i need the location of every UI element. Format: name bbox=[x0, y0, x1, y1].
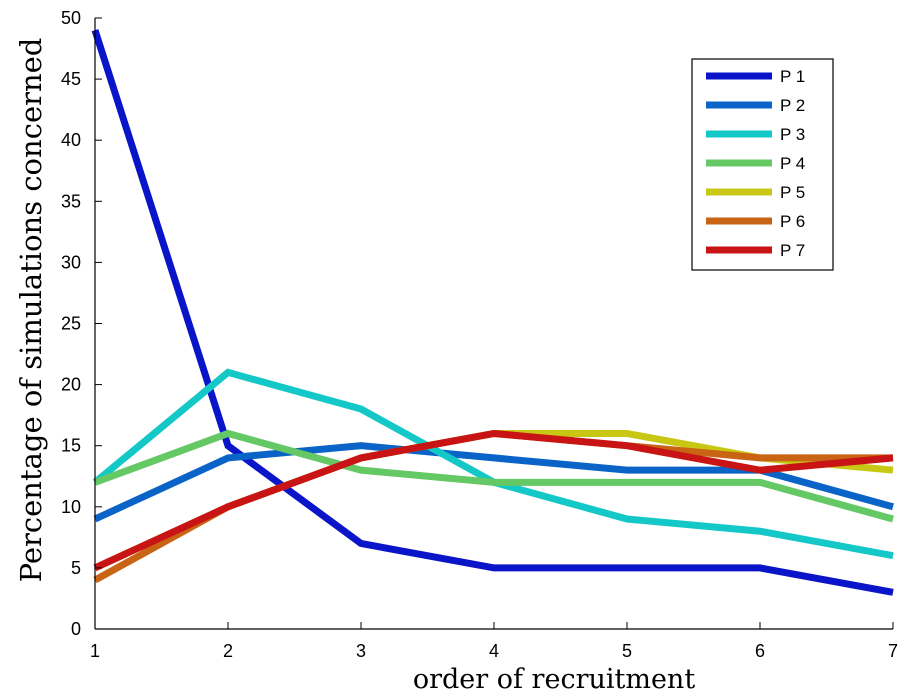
y-tick-label: 15 bbox=[61, 436, 81, 456]
legend-label-6: P 6 bbox=[780, 212, 805, 231]
x-tick-label: 4 bbox=[489, 641, 499, 661]
legend-label-4: P 4 bbox=[780, 154, 805, 173]
y-tick-label: 35 bbox=[61, 191, 81, 211]
series-line-4 bbox=[93, 429, 894, 523]
y-tick-label: 20 bbox=[61, 375, 81, 395]
legend-label-7: P 7 bbox=[780, 241, 805, 260]
y-tick-label: 50 bbox=[61, 8, 81, 28]
y-tick-label: 25 bbox=[61, 314, 81, 334]
x-tick-label: 2 bbox=[223, 641, 233, 661]
y-tick-label: 40 bbox=[61, 130, 81, 150]
x-tick-label: 7 bbox=[888, 641, 898, 661]
legend-label-5: P 5 bbox=[780, 183, 805, 202]
y-tick-label: 5 bbox=[71, 558, 81, 578]
y-tick-label: 10 bbox=[61, 497, 81, 517]
legend-label-2: P 2 bbox=[780, 96, 805, 115]
x-tick-label: 5 bbox=[622, 641, 632, 661]
x-tick-label: 1 bbox=[90, 641, 100, 661]
plot-lines bbox=[91, 29, 894, 596]
series-line-5 bbox=[93, 429, 894, 572]
x-tick-label: 3 bbox=[356, 641, 366, 661]
legend-label-3: P 3 bbox=[780, 125, 805, 144]
series-line-1 bbox=[91, 29, 894, 596]
y-tick-label: 45 bbox=[61, 69, 81, 89]
y-tick-label: 30 bbox=[61, 252, 81, 272]
x-tick-label: 6 bbox=[755, 641, 765, 661]
legend-label-1: P 1 bbox=[780, 67, 805, 86]
series-line-7 bbox=[93, 429, 894, 572]
legend: P 1 P 2 P 3 P 4 P 5 P 6 P 7 bbox=[691, 58, 834, 271]
y-tick-label: 0 bbox=[71, 619, 81, 639]
y-axis-label: Percentage of simulations concerned bbox=[14, 38, 48, 583]
x-axis-label: order of recruitment bbox=[413, 664, 696, 693]
